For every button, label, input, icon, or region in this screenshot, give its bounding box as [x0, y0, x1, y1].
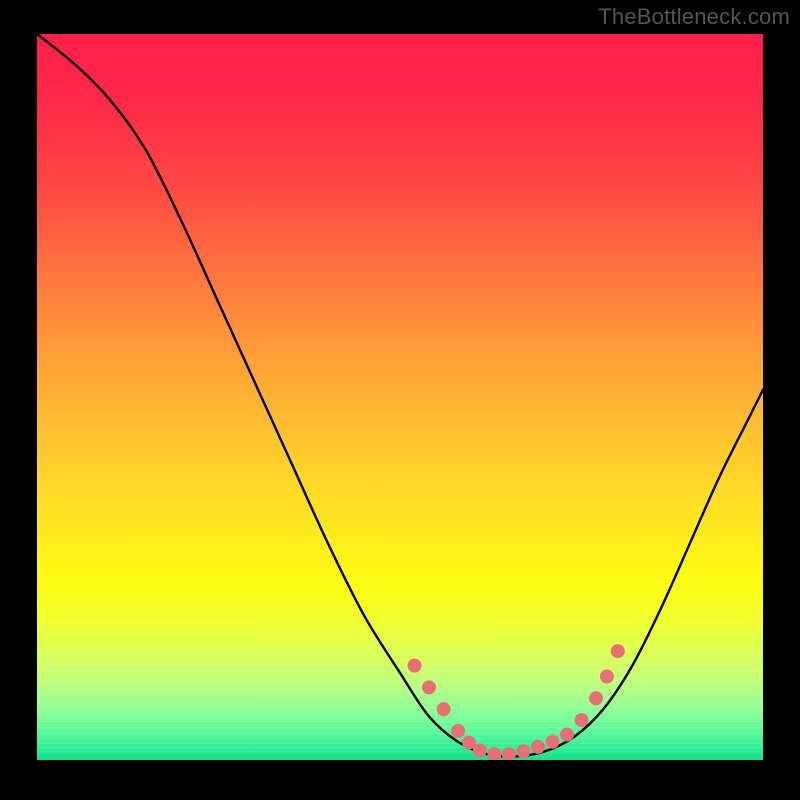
curve-marker	[545, 735, 559, 749]
curve-marker	[451, 724, 465, 738]
watermark-text: TheBottleneck.com	[598, 4, 790, 30]
curve-marker	[408, 659, 422, 673]
chart-frame: TheBottleneck.com	[0, 0, 800, 800]
gradient-background	[37, 34, 763, 760]
curve-marker	[575, 713, 589, 727]
chart-svg	[37, 34, 763, 760]
curve-marker	[560, 728, 574, 742]
curve-marker	[516, 744, 530, 758]
plot-area	[37, 34, 763, 760]
curve-marker	[437, 702, 451, 716]
curve-marker	[611, 644, 625, 658]
curve-marker	[600, 670, 614, 684]
curve-marker	[531, 740, 545, 754]
curve-marker	[422, 680, 436, 694]
curve-marker	[473, 744, 487, 758]
curve-marker	[589, 691, 603, 705]
